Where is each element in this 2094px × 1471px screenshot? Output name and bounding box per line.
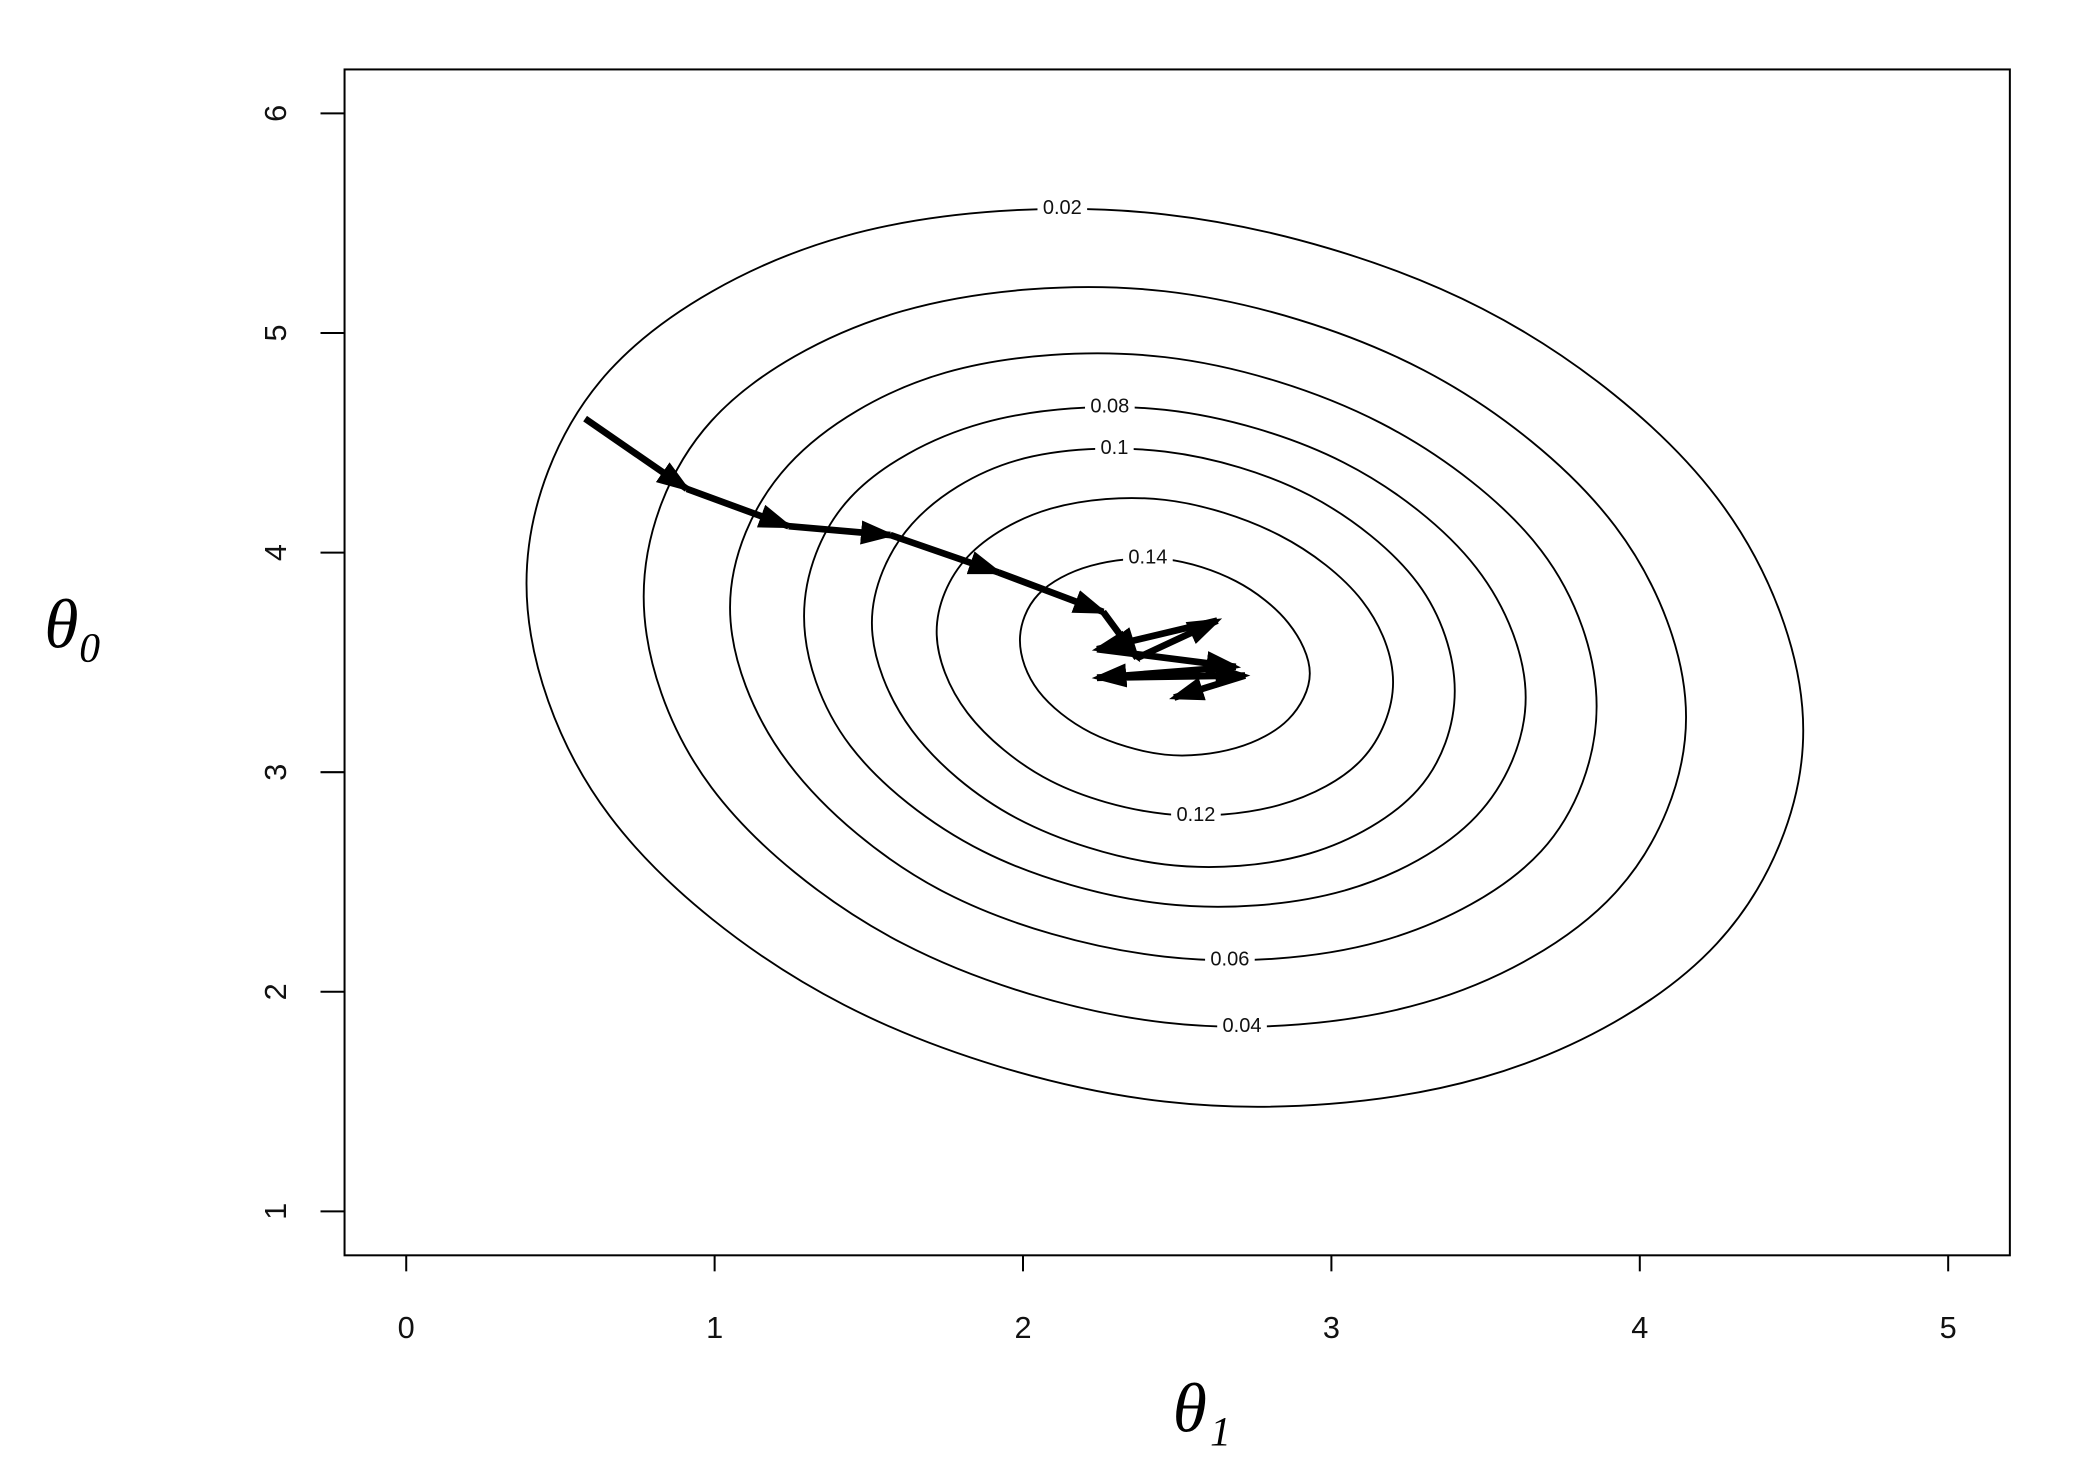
contour-line bbox=[729, 352, 1598, 962]
x-tick-label: 1 bbox=[706, 1310, 723, 1345]
y-tick-label: 4 bbox=[258, 544, 293, 561]
contour-label-bg bbox=[1171, 803, 1221, 828]
contour-line bbox=[642, 286, 1687, 1028]
contour-label: 0.1 bbox=[1101, 437, 1129, 459]
descent-step bbox=[889, 531, 1004, 576]
contour-label: 0.02 bbox=[1043, 197, 1082, 219]
contour-line bbox=[1018, 557, 1311, 757]
x-tick-label: 3 bbox=[1323, 1310, 1340, 1345]
contour-line bbox=[525, 207, 1805, 1108]
contour-line bbox=[803, 406, 1527, 908]
descent-step bbox=[997, 569, 1109, 615]
contour-label-bg bbox=[1037, 196, 1088, 221]
contour-label: 0.06 bbox=[1210, 949, 1249, 971]
descent-step bbox=[1169, 672, 1247, 701]
y-tick-label: 6 bbox=[258, 105, 293, 122]
contour-label-bg bbox=[1123, 546, 1173, 571]
x-tick-label: 4 bbox=[1631, 1310, 1648, 1345]
y-tick-label: 2 bbox=[258, 983, 293, 1000]
plot-frame bbox=[343, 68, 2011, 1257]
contour-label-bg bbox=[1095, 436, 1134, 461]
contour-label-bg bbox=[1085, 394, 1135, 420]
y-tick-label: 1 bbox=[258, 1203, 293, 1220]
descent-step bbox=[1096, 645, 1242, 676]
x-tick-label: 0 bbox=[398, 1310, 415, 1345]
x-tick-label: 2 bbox=[1014, 1310, 1031, 1345]
contour-label-bg bbox=[1217, 1014, 1267, 1039]
contour-label: 0.04 bbox=[1223, 1015, 1262, 1037]
descent-step bbox=[1096, 663, 1251, 689]
contour-line bbox=[935, 497, 1395, 817]
descent-step bbox=[583, 415, 692, 492]
x-axis-label: θ₁ bbox=[1173, 1371, 1231, 1448]
descent-step bbox=[685, 485, 794, 530]
contour-line bbox=[870, 447, 1456, 868]
contour-label: 0.12 bbox=[1176, 804, 1215, 826]
contour-label-bg bbox=[1205, 948, 1255, 973]
descent-step bbox=[788, 520, 896, 545]
x-tick-label: 5 bbox=[1940, 1310, 1957, 1345]
contour-label: 0.08 bbox=[1090, 395, 1129, 417]
y-axis-label: θ₀ bbox=[44, 587, 102, 664]
contour-label: 0.14 bbox=[1128, 547, 1167, 569]
y-tick-label: 3 bbox=[258, 764, 293, 781]
y-tick-label: 5 bbox=[258, 324, 293, 341]
descent-step bbox=[1091, 617, 1219, 655]
